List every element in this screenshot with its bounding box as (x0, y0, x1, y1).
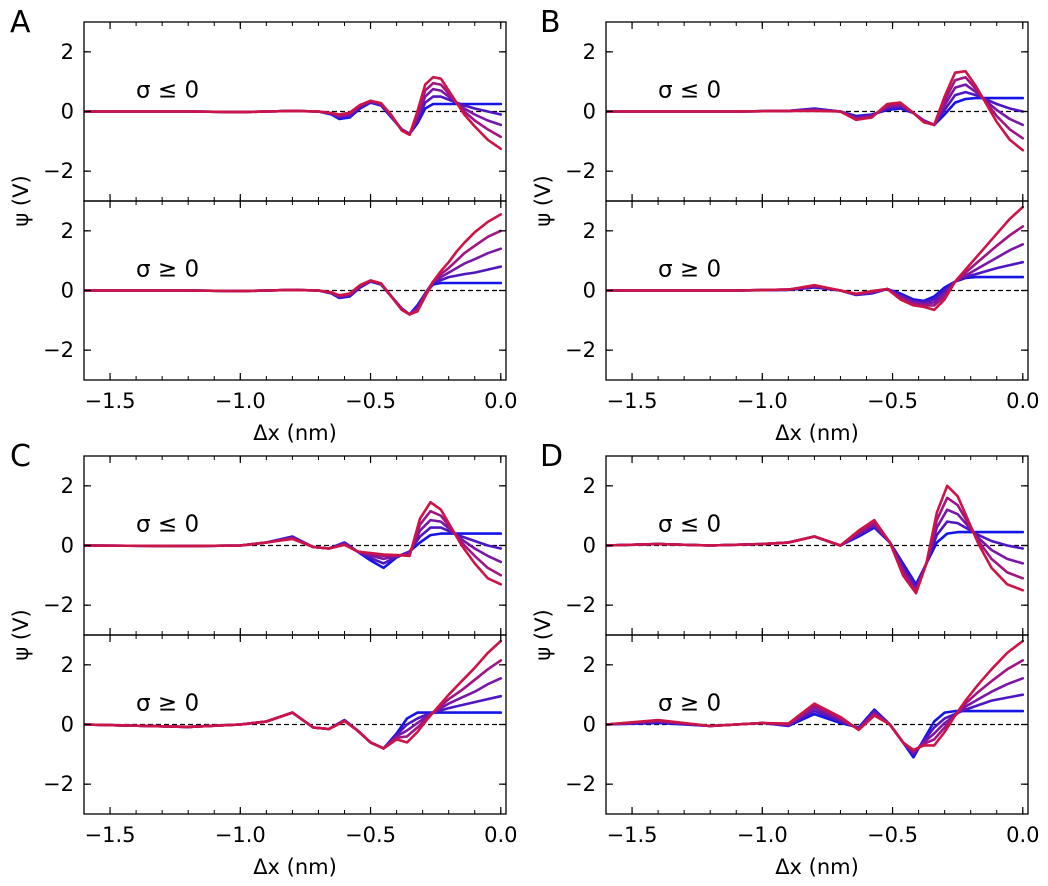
y-tick-label: −2 (43, 159, 74, 183)
y-axis-label: ψ (V) (531, 609, 555, 660)
series-line-5 (84, 639, 503, 750)
x-tick-label: −1.0 (215, 389, 266, 413)
axes-frame (605, 634, 1029, 815)
series-group (84, 639, 503, 750)
axes-frame (605, 200, 1029, 381)
y-tick-label: 2 (583, 653, 596, 677)
y-tick-label: 0 (61, 100, 74, 124)
panel-letter: D (540, 439, 563, 474)
x-tick-label: −0.5 (867, 823, 918, 847)
sigma-annotation: σ ≥ 0 (136, 691, 199, 717)
subplot-sigma-le-0: −2 0 2 σ ≤ 0 (565, 455, 1029, 636)
sigma-annotation: σ ≤ 0 (136, 512, 199, 538)
y-tick-label: 2 (583, 40, 596, 64)
panel-b: B −2 0 2 σ ≤ 0 −2 0 2 σ ≥ 0 −1.5 −1.0 −0.5 0.0 Δx (nm… (531, 5, 1039, 445)
panel-letter: A (10, 5, 31, 40)
y-tick-label: 2 (61, 653, 74, 677)
y-tick-label: −2 (565, 593, 596, 617)
y-axis-label: ψ (V) (9, 609, 33, 660)
series-group (84, 213, 503, 316)
y-tick-label: −2 (43, 338, 74, 362)
series-group (84, 75, 503, 151)
y-tick-label: −2 (565, 338, 596, 362)
sigma-annotation: σ ≤ 0 (658, 512, 721, 538)
y-tick-label: −2 (43, 772, 74, 796)
subplot-sigma-ge-0: −2 0 2 σ ≥ 0 (43, 634, 507, 815)
y-tick-label: 0 (583, 279, 596, 303)
panel-a: A −2 0 2 σ ≤ 0 −2 0 2 σ ≥ 0 −1.5 −1.0 −0.5 0.0 Δx (nm… (9, 5, 517, 445)
panel-d: D −2 0 2 σ ≤ 0 −2 0 2 σ ≥ 0 −1.5 −1.0 −0.5 0.0 Δx (nm… (531, 439, 1039, 879)
sigma-annotation: σ ≥ 0 (136, 257, 199, 283)
axes-frame (83, 634, 507, 815)
series-line-5 (84, 500, 503, 586)
y-tick-label: 0 (583, 100, 596, 124)
x-tick-label: −0.5 (345, 823, 396, 847)
y-tick-label: 2 (61, 474, 74, 498)
y-tick-label: 0 (61, 279, 74, 303)
y-tick-label: 0 (61, 534, 74, 558)
series-line-1 (84, 711, 503, 750)
y-axis-label: ψ (V) (9, 175, 33, 226)
y-tick-label: 2 (583, 474, 596, 498)
panel-c: C −2 0 2 σ ≤ 0 −2 0 2 σ ≥ 0 −1.5 −1.0 −0.5 0.0 Δx (nm… (9, 439, 517, 879)
y-tick-label: −2 (43, 593, 74, 617)
x-axis-label: Δx (nm) (775, 421, 859, 445)
y-axis-label: ψ (V) (531, 175, 555, 226)
series-line-5 (84, 75, 503, 151)
series-line-5 (84, 213, 503, 316)
x-tick-label: −0.5 (345, 389, 396, 413)
x-tick-label: −0.5 (867, 389, 918, 413)
sigma-annotation: σ ≥ 0 (658, 691, 721, 717)
subplot-sigma-ge-0: −2 0 2 σ ≥ 0 (43, 200, 507, 381)
series-line-5 (606, 484, 1025, 595)
series-line-1 (606, 708, 1025, 759)
sigma-annotation: σ ≤ 0 (136, 78, 199, 104)
x-tick-label: −1.5 (85, 389, 136, 413)
y-tick-label: −2 (565, 772, 596, 796)
y-tick-label: 0 (61, 713, 74, 737)
x-axis-label: Δx (nm) (775, 855, 859, 879)
series-line-5 (606, 205, 1025, 312)
series-line-5 (606, 69, 1025, 152)
x-tick-label: 0.0 (1006, 389, 1039, 413)
series-line-5 (606, 639, 1025, 752)
x-tick-label: −1.0 (737, 823, 788, 847)
y-tick-label: 2 (61, 219, 74, 243)
x-axis-label: Δx (nm) (253, 855, 337, 879)
y-tick-label: 0 (583, 713, 596, 737)
subplot-sigma-ge-0: −2 0 2 σ ≥ 0 (565, 634, 1029, 815)
panel-letter: C (10, 439, 31, 474)
y-tick-label: 2 (583, 219, 596, 243)
series-group (606, 639, 1025, 759)
x-tick-label: 0.0 (484, 389, 517, 413)
axes-frame (83, 200, 507, 381)
sigma-annotation: σ ≤ 0 (658, 78, 721, 104)
x-tick-label: −1.5 (85, 823, 136, 847)
panel-letter: B (540, 5, 561, 40)
subplot-sigma-le-0: −2 0 2 σ ≤ 0 (43, 455, 507, 636)
x-tick-label: −1.0 (215, 823, 266, 847)
y-tick-label: −2 (565, 159, 596, 183)
subplot-sigma-le-0: −2 0 2 σ ≤ 0 (43, 21, 507, 202)
subplot-sigma-le-0: −2 0 2 σ ≤ 0 (565, 21, 1029, 202)
x-tick-label: −1.5 (607, 389, 658, 413)
series-group (606, 69, 1025, 152)
y-tick-label: 0 (583, 534, 596, 558)
x-tick-label: −1.0 (737, 389, 788, 413)
sigma-annotation: σ ≥ 0 (658, 257, 721, 283)
x-axis-label: Δx (nm) (253, 421, 337, 445)
y-tick-label: 2 (61, 40, 74, 64)
series-line-1 (84, 101, 503, 136)
x-tick-label: −1.5 (607, 823, 658, 847)
subplot-sigma-ge-0: −2 0 2 σ ≥ 0 (565, 200, 1029, 381)
series-line-1 (84, 280, 503, 316)
x-tick-label: 0.0 (1006, 823, 1039, 847)
series-group (606, 484, 1025, 595)
series-group (606, 205, 1025, 312)
series-group (84, 500, 503, 586)
x-tick-label: 0.0 (484, 823, 517, 847)
